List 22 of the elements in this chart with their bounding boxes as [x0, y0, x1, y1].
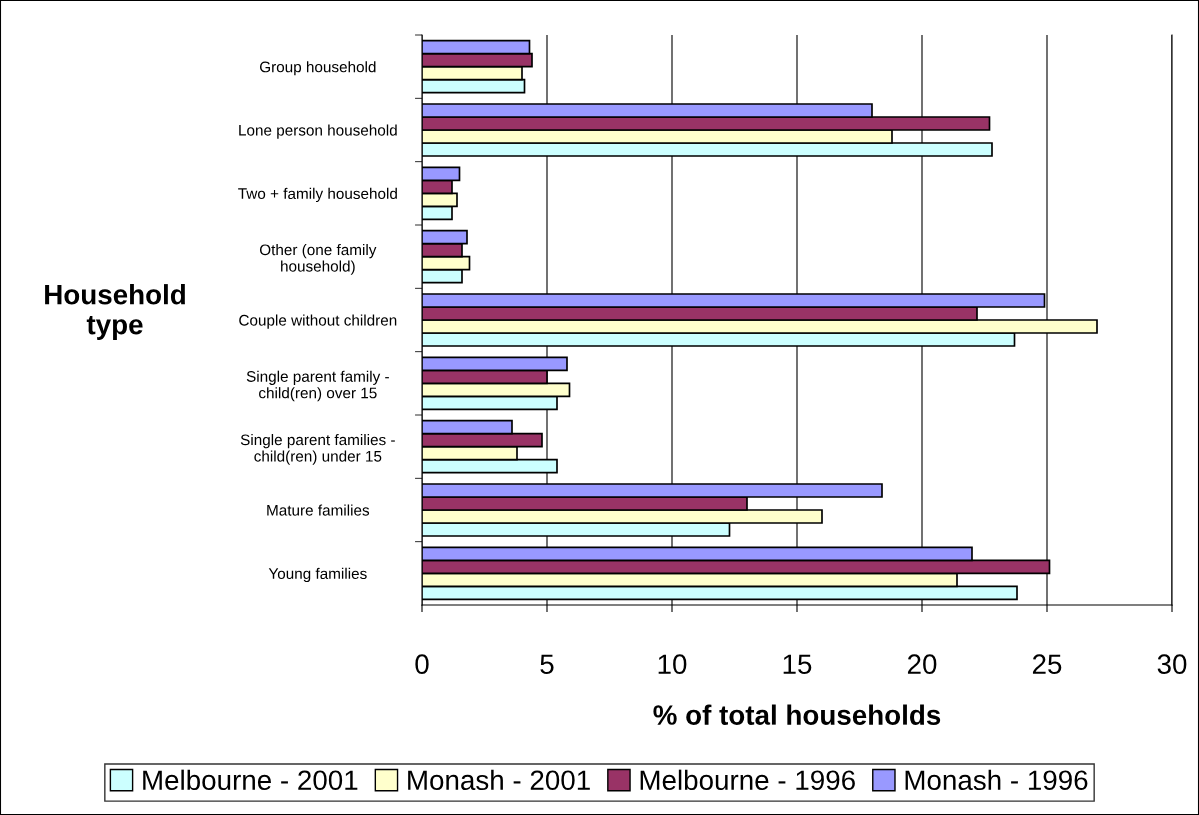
y-tick-label: Couple without children [239, 314, 397, 329]
y-tick-label: Mature families [267, 504, 370, 516]
legend-label: Monash - 2001 [408, 769, 590, 791]
legend-label: Monash - 1996 [905, 769, 1088, 791]
x-tick-label: 10 [658, 654, 687, 675]
x-tick-label: 5 [540, 654, 554, 675]
x-tick-label: 0 [415, 654, 429, 675]
x-tick-label: 20 [907, 654, 937, 675]
y-tick-label: Young families [268, 567, 367, 583]
x-tick-label: 30 [1157, 654, 1187, 675]
y-tick-label: Group household [260, 61, 376, 76]
y-tick-label: Single parent families - child(ren) under 15 [240, 434, 395, 465]
y-tick-label: Two + family household [238, 187, 397, 203]
y-tick-label: Single parent family - child(ren) over 15 [246, 370, 389, 402]
x-tick-label: 15 [783, 654, 812, 675]
x-tick-label: 25 [1032, 654, 1062, 675]
y-tick-label: Other (one family household) [259, 244, 377, 275]
legend-label: Melbourne - 1996 [640, 769, 855, 791]
x-axis-title: % of total households [653, 704, 941, 725]
y-axis-title: Household type [45, 284, 185, 340]
y-tick-label: Lone person household [239, 124, 397, 139]
legend-label: Melbourne - 2001 [143, 769, 358, 791]
